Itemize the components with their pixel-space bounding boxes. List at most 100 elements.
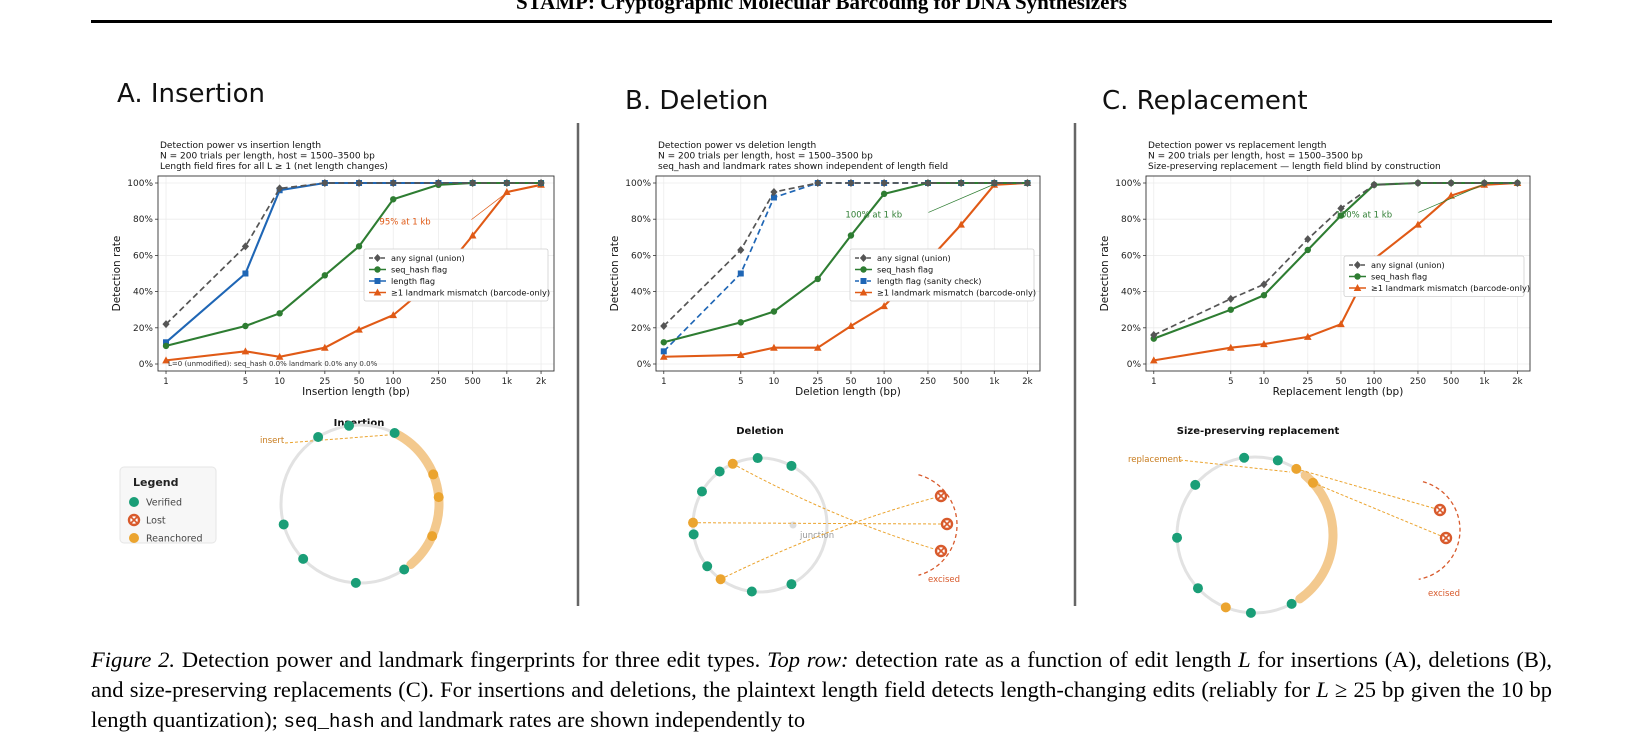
data-point [814,275,821,283]
data-point [276,310,283,317]
data-point [1447,191,1455,199]
data-point [924,179,932,187]
data-point [1414,179,1422,187]
excised-label: excised [1428,589,1460,599]
series-line [663,181,1028,344]
x-tick-label: 1k [502,377,512,387]
chart-title: Detection power vs replacement length [1148,141,1326,151]
insert-pointer [284,433,398,444]
y-tick-label: 0% [637,360,652,370]
verified-landmark [1239,452,1250,463]
data-point [1337,212,1345,219]
data-point [1260,292,1268,299]
annotation-label: 100% at 1 kb [1335,210,1392,220]
data-point [389,311,398,319]
x-tick-label: 1 [661,377,666,387]
series-line [1153,182,1518,336]
replacement-label: replacement [1128,455,1182,465]
reanchor-link [732,463,942,552]
reanchor-link [1312,482,1447,539]
verified-landmark [278,519,289,530]
data-point [1337,204,1345,213]
series-line [663,181,1028,358]
reanchored-landmark [433,492,444,503]
data-point [1227,306,1234,313]
x-tick-label: 500 [465,377,481,387]
chart-subtitle: seq_hash and landmark rates shown indepe… [658,162,948,172]
reanchored-landmark [1220,602,1231,613]
legend-swatch-lost-mark [130,516,138,524]
x-tick-label: 500 [1443,377,1459,387]
plot-frame [1145,175,1531,372]
legend-marker [374,266,381,273]
legend-entry: any signal (union) [1371,260,1445,270]
data-point [659,352,668,360]
x-tick-label: 250 [1410,377,1426,387]
legend-entry: ≥1 landmark mismatch (barcode-only) [1371,283,1530,293]
verified-landmark [298,553,309,564]
data-point [321,272,329,279]
chart-panel-2: B. Deletion Detection power vs deletion l… [609,86,1041,398]
diagram-legend-title: Legend [133,476,179,489]
data-point [1304,235,1312,244]
data-point [355,325,363,333]
chart-footnote: L=0 (unmodified): seq_hash 0.0% landmark… [168,360,378,368]
x-tick-label: 500 [953,377,969,387]
series-line [165,183,542,362]
data-point [1260,340,1268,348]
data-point [276,184,284,193]
verified-landmark [1190,479,1201,490]
data-point [737,245,745,254]
lost-landmark-mark [937,492,945,500]
verified-landmark [1272,455,1283,466]
chart-title: Detection power vs deletion length [658,141,816,151]
replacement-pointer [1179,459,1291,473]
diagram-legend-item: Reanchored [146,534,203,545]
excised-arc [1418,481,1461,580]
caption-label: Figure 2. [91,647,176,672]
data-point [1023,179,1032,187]
lost-landmark-mark [943,520,951,528]
x-tick-label: 100 [385,377,401,387]
data-point [1304,246,1311,254]
verified-landmark [702,561,713,572]
data-point [660,321,668,330]
y-tick-label: 0% [1127,360,1142,370]
series-line [165,182,542,325]
y-tick-label: 100% [625,179,651,189]
x-tick-label: 1 [163,377,168,387]
data-point [770,188,778,197]
replacement-band [1295,470,1338,604]
y-tick-label: 80% [133,215,153,225]
reanchored-landmark [1307,477,1318,488]
data-point [468,231,477,239]
y-tick-label: 20% [631,324,651,334]
plot-frame [157,175,555,372]
legend-entry: length flag [391,276,435,286]
y-tick-label: 80% [631,215,651,225]
data-point [737,319,744,326]
series-line [165,181,542,347]
chart-subtitle: Size-preserving replacement — length fie… [1148,162,1441,172]
x-tick-label: 5 [243,377,248,387]
legend-entry: ≥1 landmark mismatch (barcode-only) [391,288,550,298]
series-line [663,182,1028,327]
data-point [241,242,250,251]
data-point [469,179,477,187]
legend-marker [860,266,867,273]
y-tick-label: 80% [1121,215,1141,225]
figure-caption: Figure 2. Detection power and landmark f… [91,645,1552,737]
data-point [737,270,744,277]
x-tick-label: 5 [1228,377,1233,387]
data-point [1337,320,1345,328]
data-point [770,194,777,201]
chart-subtitle: N = 200 trials per length, host = 1500–3… [160,152,375,162]
junction-point [789,521,797,529]
legend-entry: any signal (union) [877,253,951,263]
reanchored-landmark [427,531,438,542]
legend-marker [373,254,382,262]
verified-landmark [399,564,410,575]
legend-box [363,248,549,302]
chart-subtitle: N = 200 trials per length, host = 1500–3… [1148,152,1363,162]
legend-marker [1354,273,1361,280]
